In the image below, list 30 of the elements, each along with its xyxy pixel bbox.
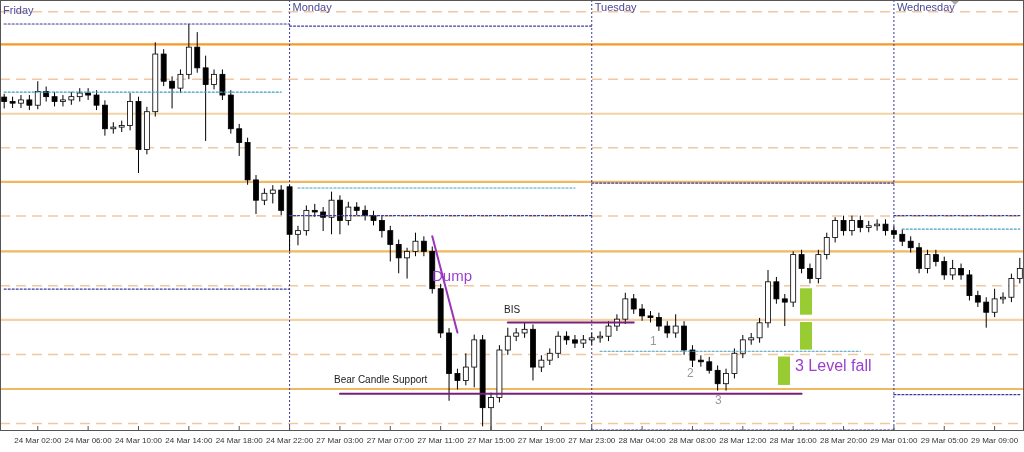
x-tick-label: 27 Mar 19:00 [517, 436, 566, 445]
x-tick-label: 27 Mar 11:00 [417, 436, 465, 445]
annotation: 3 [715, 393, 722, 408]
ref-line-label: Monday [292, 1, 333, 13]
x-tick-label: 27 Mar 23:00 [568, 436, 616, 445]
ref-line-label: Wednesday [896, 1, 956, 13]
annotation: 1 [650, 334, 657, 349]
text: Friday [3, 3, 35, 16]
annotation: 3 Level fall [795, 357, 872, 375]
x-tick-label: 24 Mar 18:00 [215, 436, 264, 445]
x-tick-label: 28 Mar 04:00 [618, 436, 667, 445]
x-tick-label: 28 Mar 16:00 [769, 436, 818, 445]
x-tick-label: 27 Mar 07:00 [366, 436, 415, 445]
x-tick-label: 28 Mar 20:00 [819, 436, 868, 445]
x-tick-label: 24 Mar 22:00 [266, 436, 314, 445]
x-tick-label: 24 Mar 14:00 [165, 436, 213, 445]
ref-line-label: Tuesday [594, 1, 638, 13]
x-tick-label: 29 Mar 05:00 [920, 436, 969, 445]
annotation: 2 [687, 366, 694, 381]
x-tick-label: 24 Mar 10:00 [114, 436, 163, 445]
annotation: Bear Candle Support [334, 373, 428, 385]
x-tick-label: 27 Mar 15:00 [467, 436, 516, 445]
x-tick-label: 28 Mar 12:00 [719, 436, 767, 445]
x-tick-label: 29 Mar 01:00 [870, 436, 919, 445]
x-tick-label: 24 Mar 06:00 [64, 436, 113, 445]
x-tick-label: 24 Mar 02:00 [14, 436, 62, 445]
x-tick-label: 28 Mar 08:00 [668, 436, 717, 445]
annotation: BIS [504, 303, 521, 315]
x-tick-label: 29 Mar 09:00 [971, 436, 1019, 445]
x-tick-label: 27 Mar 03:00 [316, 436, 365, 445]
